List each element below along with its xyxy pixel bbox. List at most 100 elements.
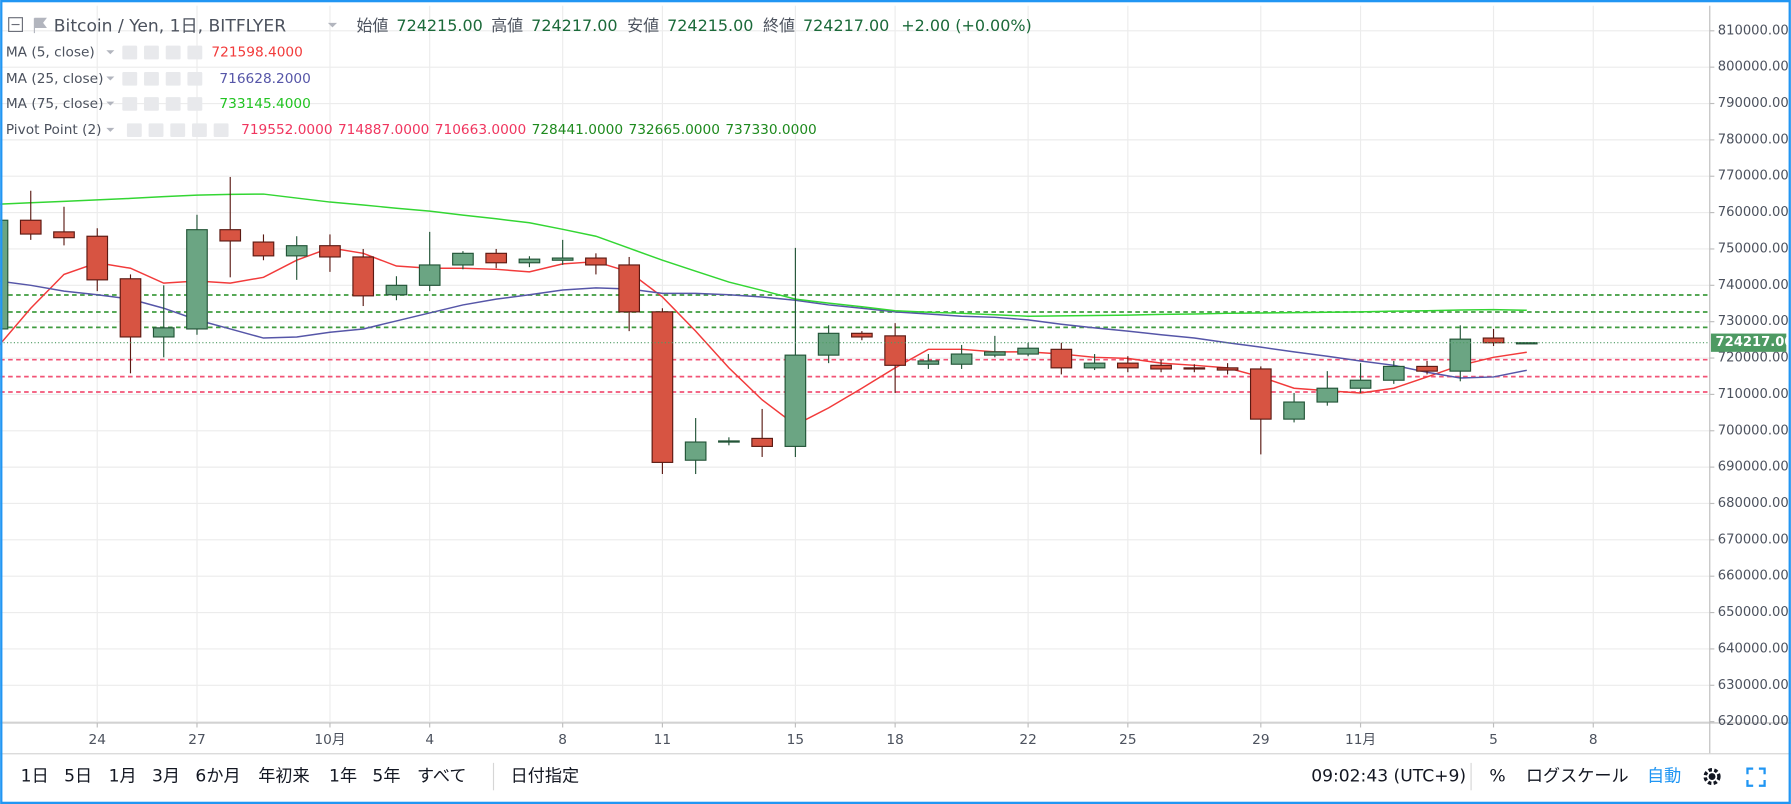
indicator-button[interactable] <box>187 71 203 86</box>
candle-body <box>585 257 607 266</box>
range-button[interactable]: 6か月 <box>195 767 240 787</box>
candle-body <box>452 252 474 266</box>
x-tick-label: 18 <box>886 732 903 748</box>
candle-body <box>219 229 242 242</box>
candle-body <box>152 327 175 338</box>
range-button[interactable]: 5日 <box>64 767 92 787</box>
log-scale-button[interactable]: ログスケール <box>1526 767 1629 787</box>
percent-button[interactable]: % <box>1489 767 1505 787</box>
candle-body <box>618 264 641 313</box>
candle-body <box>950 353 973 365</box>
fullscreen-button[interactable] <box>1746 767 1766 787</box>
candle-body <box>917 360 940 365</box>
dropdown-icon[interactable] <box>106 76 115 81</box>
candle-body <box>1482 337 1505 344</box>
indicator-button[interactable] <box>192 123 207 138</box>
range-button[interactable]: 1年 <box>329 767 357 787</box>
indicator-button[interactable] <box>122 71 138 86</box>
indicator-button[interactable] <box>126 123 142 138</box>
x-tick-label: 25 <box>1119 732 1136 748</box>
candle-body <box>1416 365 1438 372</box>
indicator-button[interactable] <box>187 45 203 60</box>
candle-body <box>1150 364 1172 370</box>
range-button[interactable]: 3月 <box>152 767 180 787</box>
y-tick-label: 620000.00 <box>1718 714 1789 729</box>
indicator-button[interactable] <box>122 97 138 111</box>
indicator-button[interactable] <box>144 97 159 111</box>
dropdown-icon[interactable] <box>106 127 115 132</box>
pivot-value: 737330.0000 <box>725 122 816 138</box>
pivot-value: 728441.0000 <box>532 122 623 138</box>
candle-body <box>518 258 541 264</box>
y-tick-label: 680000.00 <box>1718 496 1789 511</box>
indicator-button[interactable] <box>165 45 181 60</box>
range-button[interactable]: 1日 <box>21 767 49 787</box>
range-button[interactable]: 1月 <box>109 767 137 787</box>
candle-body <box>684 441 707 461</box>
range-button[interactable]: 5年 <box>372 767 400 787</box>
y-tick-label: 760000.00 <box>1718 205 1789 220</box>
flag-icon[interactable] <box>33 17 47 34</box>
candle-body <box>53 231 75 239</box>
ohlc-label: 始値 <box>356 16 388 35</box>
candle-body <box>817 332 840 356</box>
indicator-button[interactable] <box>144 71 159 86</box>
x-tick-label: 15 <box>787 732 804 748</box>
indicator-button[interactable] <box>165 97 181 111</box>
clock: 09:02:43 (UTC+9) <box>1311 767 1466 787</box>
candle-body <box>319 245 341 258</box>
symbol-title: Bitcoin / Yen, 1日, BITFLYER <box>54 16 286 36</box>
candle-body <box>19 219 42 235</box>
y-tick-label: 800000.00 <box>1718 60 1789 75</box>
candle-body <box>1083 362 1106 369</box>
candle-body <box>418 264 441 286</box>
indicator-button[interactable] <box>144 45 159 60</box>
ohlc-label: 高値 <box>491 16 523 35</box>
y-tick-label: 670000.00 <box>1718 532 1789 547</box>
candle-body <box>984 351 1006 356</box>
candle-body <box>352 256 375 297</box>
dropdown-icon[interactable] <box>106 101 115 106</box>
y-tick-label: 650000.00 <box>1718 605 1789 620</box>
candle-body <box>1316 387 1339 403</box>
y-tick-label: 750000.00 <box>1718 241 1789 256</box>
candle-body <box>1515 342 1538 345</box>
dropdown-icon[interactable] <box>327 22 338 28</box>
indicator-button[interactable] <box>148 123 164 138</box>
ohlc-label: 終値 <box>763 16 795 35</box>
candle-body <box>851 332 873 338</box>
y-tick-label: 640000.00 <box>1718 641 1789 656</box>
y-tick-label: 660000.00 <box>1718 569 1789 584</box>
indicator-button[interactable] <box>165 71 181 86</box>
y-tick-label: 630000.00 <box>1718 678 1789 693</box>
gear-hub <box>1708 773 1716 781</box>
candle-body <box>385 284 408 296</box>
indicator-button[interactable] <box>187 97 203 111</box>
settings-button[interactable] <box>1703 768 1721 786</box>
x-tick-label: 11 <box>654 732 671 748</box>
y-tick-label: 770000.00 <box>1718 169 1789 184</box>
indicator-button[interactable] <box>213 123 229 138</box>
ma-line <box>0 280 1527 379</box>
candle-body <box>1183 367 1206 370</box>
indicator-button[interactable] <box>170 123 186 138</box>
auto-scale-button[interactable]: 自動 <box>1647 767 1681 787</box>
ohlc-value: 724217.00 <box>803 16 889 35</box>
gear-teeth <box>1703 768 1721 786</box>
date-range-button[interactable]: 日付指定 <box>511 767 580 787</box>
legend: Bitcoin / Yen, 1日, BITFLYER +2.00 (+0.00… <box>6 16 1032 138</box>
ohlc-value: 724215.00 <box>667 16 753 35</box>
range-button[interactable]: すべて <box>417 767 467 787</box>
axes: 620000.00 630000.00 640000.00 650000.00 6600… <box>0 5 1791 755</box>
pivot-value: 732665.0000 <box>628 122 719 138</box>
candle-body <box>718 440 740 443</box>
candle-body <box>1382 365 1405 381</box>
x-tick-label: 22 <box>1019 732 1036 748</box>
indicator-button[interactable] <box>122 45 138 60</box>
dropdown-icon[interactable] <box>106 50 115 55</box>
range-button[interactable]: 年初来 <box>258 767 309 787</box>
indicator-name: MA (75, close) <box>6 96 104 112</box>
